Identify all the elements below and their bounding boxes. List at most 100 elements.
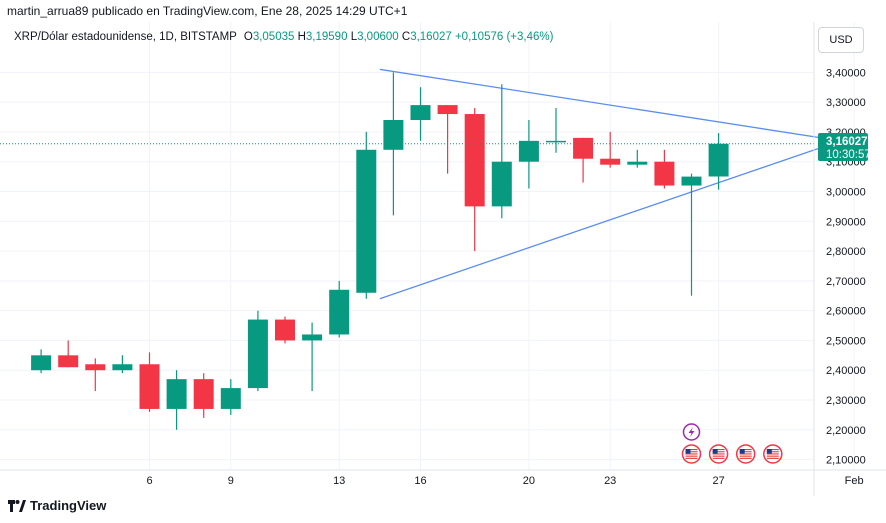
candle-body: [329, 289, 350, 335]
candle: [410, 87, 431, 141]
y-tick-label: 2,60000: [826, 306, 866, 318]
flag-stripe: [739, 453, 752, 455]
low-value: 3,00600: [357, 31, 399, 43]
candle-body: [58, 355, 79, 368]
candle: [58, 340, 79, 368]
us-flag-icon: [681, 444, 702, 464]
candle-body: [275, 319, 295, 341]
y-tick-label: 2,50000: [826, 335, 866, 347]
candle: [356, 131, 377, 299]
tradingview-brand: TradingView: [30, 498, 107, 513]
y-tick-label: 2,30000: [826, 395, 866, 407]
candle-body: [247, 319, 268, 389]
candle: [31, 349, 52, 374]
candle: [329, 280, 350, 338]
candle: [546, 108, 566, 153]
flag-stripe: [712, 457, 725, 459]
flag-canton: [685, 449, 691, 454]
candle: [85, 358, 106, 392]
y-tick-label: 3,30000: [826, 97, 866, 109]
y-tick-label: 2,20000: [826, 425, 866, 437]
x-tick-label: 9: [228, 475, 234, 487]
flag-canton: [766, 449, 772, 454]
flag-stripe: [766, 455, 779, 457]
candle: [600, 131, 621, 168]
candle-body: [600, 158, 621, 165]
candle: [491, 84, 512, 219]
flag-stripe: [712, 455, 725, 457]
candle-body: [112, 364, 133, 371]
candle: [112, 355, 133, 374]
candle: [437, 105, 458, 174]
trendlines: [379, 68, 841, 300]
flag-stripe: [712, 453, 725, 455]
flash-event-bolt: [688, 427, 695, 437]
candle: [573, 137, 594, 183]
currency-button[interactable]: USD: [818, 27, 864, 53]
candle: [654, 149, 675, 189]
candle: [275, 316, 295, 344]
grid-lines: [0, 22, 855, 470]
x-axis: 6 9 13 16 20 23 27 Feb: [0, 22, 886, 496]
y-tick-label: 3,00000: [826, 186, 866, 198]
us-flag-icon: [708, 444, 729, 464]
candle: [220, 379, 241, 415]
candle-body: [573, 137, 594, 159]
candle-body: [193, 379, 214, 409]
candle-body: [356, 149, 377, 293]
candle: [139, 352, 160, 412]
candle-body: [518, 140, 539, 162]
publish-header: martin_arrua89 publicado en TradingView.…: [7, 4, 408, 18]
high-value: 3,19590: [305, 31, 348, 43]
low-label: L: [350, 31, 358, 43]
flag-stripe: [739, 457, 752, 459]
open-label: O: [243, 31, 253, 43]
candle-body: [302, 334, 323, 341]
flag-stripe: [766, 453, 779, 455]
price-chart[interactable]: 3,400003,300003,200003,100003,000002,900…: [0, 22, 886, 496]
open-value: 3,05035: [252, 31, 295, 43]
y-tick-label: 2,80000: [826, 246, 866, 258]
candle: [627, 149, 648, 168]
candle-body: [464, 114, 485, 207]
candle-body: [383, 120, 404, 150]
y-tick-label: 2,10000: [826, 455, 866, 467]
close-value: 3,16027: [410, 31, 452, 43]
price-tag-countdown: 10:30:57: [826, 149, 871, 161]
candle: [302, 322, 323, 392]
flag-stripe: [685, 455, 698, 457]
change-value: +0,10576 (+3,46%): [454, 31, 554, 43]
tradingview-logo[interactable]: TradingView: [8, 498, 106, 513]
x-tick-label: 23: [604, 475, 616, 487]
y-tick-label: 3,40000: [826, 67, 866, 79]
flag-stripe: [739, 455, 752, 457]
x-tick-label: 13: [333, 475, 345, 487]
event-markers: [681, 423, 783, 464]
tradingview-logo-icon: [8, 499, 26, 512]
flag-stripe: [685, 457, 698, 459]
us-flag-icon: [763, 444, 783, 464]
flag-stripe: [685, 449, 698, 451]
candles: [31, 72, 729, 430]
flag-stripe: [739, 451, 752, 453]
candle-body: [708, 143, 729, 177]
candle-body: [627, 161, 648, 165]
candle-body: [654, 161, 675, 186]
flag-stripe: [739, 449, 752, 451]
candle-body: [166, 379, 187, 409]
y-axis: 3,400003,300003,200003,100003,000002,900…: [826, 67, 866, 466]
flag-canton: [739, 449, 745, 454]
candle: [193, 373, 214, 418]
flag-stripe: [685, 451, 698, 453]
high-label: H: [297, 31, 306, 43]
flag-stripe: [685, 453, 698, 455]
candle-body: [410, 105, 431, 120]
flag-stripe: [712, 451, 725, 453]
flag-stripe: [766, 457, 779, 459]
candle: [247, 310, 268, 392]
candle: [166, 370, 187, 430]
candle-body: [220, 388, 241, 409]
price-tag-value: 3,16027: [826, 136, 868, 148]
y-tick-label: 2,40000: [826, 365, 866, 377]
candle-body: [437, 105, 458, 115]
